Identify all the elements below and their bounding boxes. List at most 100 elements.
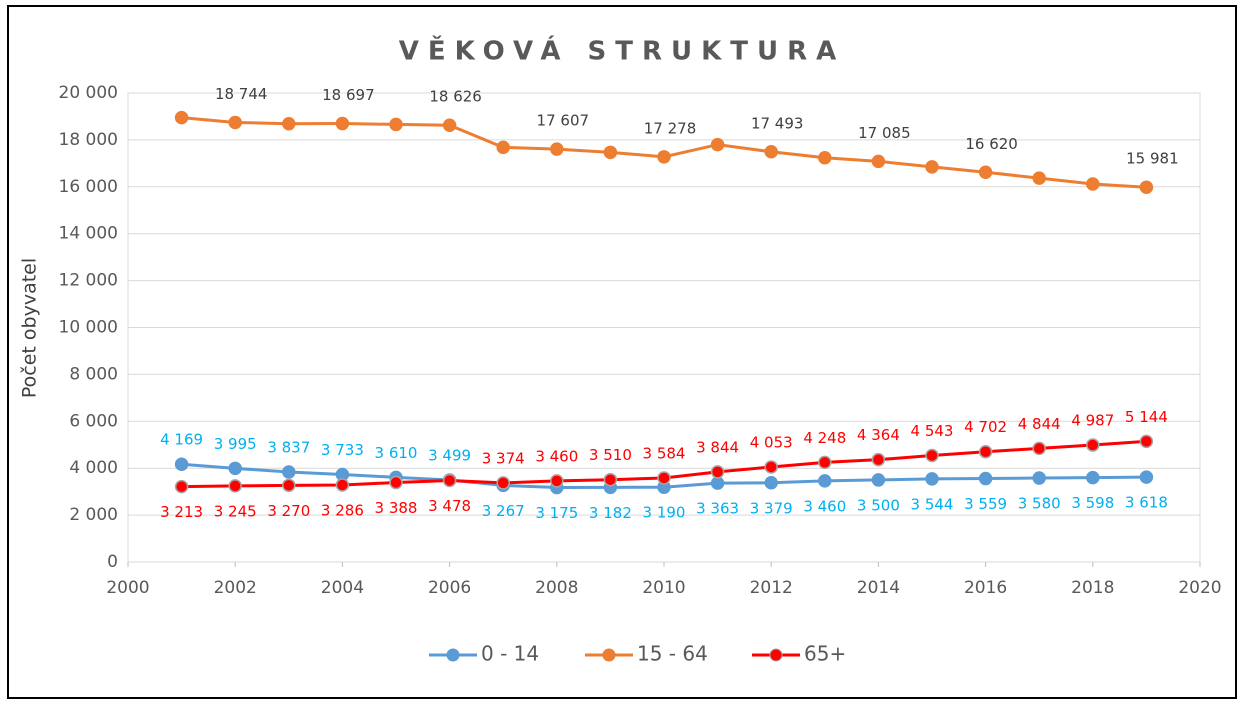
legend-label: 0 - 14 — [481, 642, 539, 666]
data-label: 3 379 — [750, 499, 793, 517]
legend-marker — [769, 648, 783, 662]
data-label: 4 987 — [1071, 412, 1114, 430]
y-tick-label: 16 000 — [59, 177, 118, 197]
y-tick-label: 12 000 — [59, 271, 118, 291]
data-label: 3 598 — [1071, 494, 1114, 512]
data-point — [925, 448, 939, 463]
data-point — [174, 479, 189, 494]
data-point — [1086, 177, 1100, 191]
data-point — [389, 475, 403, 490]
data-point — [1086, 470, 1100, 485]
data-label: 17 607 — [537, 112, 590, 130]
data-label: 3 286 — [321, 501, 364, 519]
data-point — [925, 472, 939, 486]
data-label: 3 175 — [535, 504, 578, 522]
y-tick-label: 10 000 — [59, 318, 118, 338]
data-point — [818, 455, 832, 470]
data-point — [871, 452, 886, 467]
data-point — [389, 117, 403, 132]
data-label: 17 085 — [858, 124, 911, 142]
x-tick-label: 2008 — [535, 578, 578, 598]
data-label: 4 169 — [160, 431, 203, 449]
data-point — [978, 165, 993, 180]
data-label: 3 610 — [375, 444, 418, 462]
data-point — [1139, 470, 1154, 484]
data-label: 3 618 — [1125, 494, 1168, 512]
data-point — [496, 476, 510, 490]
data-point — [764, 460, 778, 474]
data-label: 3 510 — [589, 446, 632, 464]
y-tick-label: 6 000 — [69, 411, 118, 431]
data-point — [442, 473, 457, 488]
data-label: 3 363 — [696, 500, 739, 518]
x-tick-label: 2020 — [1178, 578, 1221, 598]
data-point — [174, 457, 189, 471]
data-label: 3 182 — [589, 504, 632, 522]
y-axis-label: Počet obyvatel — [19, 258, 41, 398]
data-point — [1139, 434, 1154, 449]
data-point — [657, 150, 671, 164]
data-point — [1032, 441, 1046, 456]
y-tick-label: 2 000 — [69, 505, 118, 525]
legend-label: 65+ — [804, 642, 846, 666]
data-label: 16 620 — [965, 135, 1018, 153]
x-tick-label: 2014 — [857, 578, 900, 598]
data-label: 3 460 — [535, 447, 578, 465]
y-tick-label: 20 000 — [59, 83, 118, 103]
x-tick-label: 2006 — [428, 578, 471, 598]
data-label: 5 144 — [1125, 408, 1168, 426]
x-tick-label: 2000 — [106, 578, 149, 598]
y-tick-label: 4 000 — [69, 458, 118, 478]
data-point — [550, 142, 564, 156]
data-point — [871, 154, 886, 169]
data-point — [818, 474, 832, 488]
x-tick-label: 2012 — [750, 578, 793, 598]
data-label: 18 626 — [429, 88, 482, 106]
data-point — [925, 160, 939, 174]
data-point — [174, 110, 189, 125]
legend-marker — [446, 648, 460, 662]
data-label: 3 478 — [428, 497, 471, 515]
data-point — [764, 145, 778, 159]
data-point — [710, 137, 725, 152]
data-point — [550, 474, 564, 488]
data-label: 3 374 — [482, 449, 525, 467]
data-label: 4 844 — [1018, 415, 1061, 433]
x-tick-label: 2016 — [964, 578, 1007, 598]
y-tick-label: 18 000 — [59, 130, 118, 150]
data-point — [764, 476, 778, 490]
data-point — [228, 115, 242, 130]
data-label: 18 744 — [215, 85, 268, 103]
x-tick-label: 2004 — [321, 578, 364, 598]
chart-title: VĚKOVÁ STRUKTURA — [399, 35, 846, 67]
data-point — [1032, 171, 1046, 185]
data-point — [710, 465, 725, 479]
data-label: 4 364 — [857, 426, 900, 444]
data-label: 3 559 — [964, 495, 1007, 513]
data-label: 3 500 — [857, 496, 900, 514]
data-point — [442, 118, 457, 132]
data-label: 15 981 — [1126, 150, 1179, 168]
data-point — [710, 476, 725, 490]
data-point — [496, 140, 510, 155]
data-point — [1086, 438, 1100, 452]
data-label: 3 190 — [643, 504, 686, 522]
data-label: 3 837 — [267, 439, 310, 457]
data-point — [335, 116, 350, 131]
data-point — [978, 471, 993, 486]
y-tick-label: 0 — [107, 552, 118, 572]
data-label: 3 388 — [375, 499, 418, 517]
data-point — [228, 479, 242, 493]
legend-marker — [602, 648, 616, 662]
data-point — [871, 473, 886, 487]
data-label: 4 702 — [964, 418, 1007, 436]
data-label: 3 844 — [696, 438, 739, 456]
data-point — [603, 472, 618, 487]
data-label: 3 544 — [911, 495, 954, 513]
y-tick-label: 14 000 — [59, 224, 118, 244]
data-label: 3 213 — [160, 503, 203, 521]
data-point — [603, 145, 618, 160]
data-point — [282, 478, 296, 493]
chart-frame — [7, 5, 1237, 699]
